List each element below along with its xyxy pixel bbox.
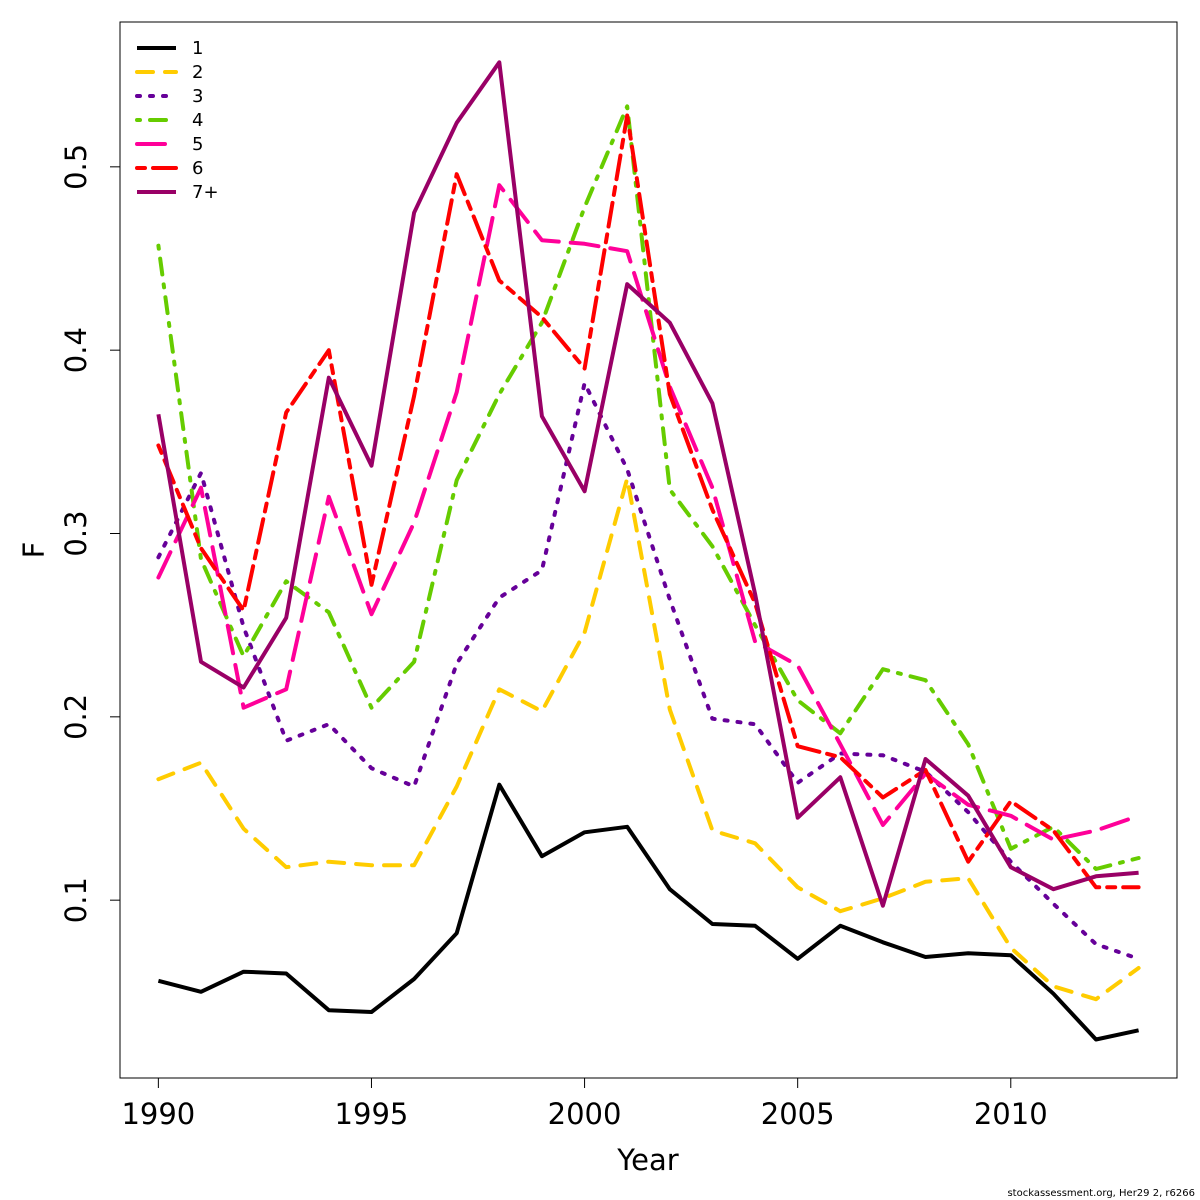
legend-label: 2	[192, 62, 203, 83]
series-line-6	[156, 113, 1141, 890]
y-axis: 0.1 0.2 0.3 0.4 0.5	[59, 144, 121, 923]
series-line-3	[156, 381, 1141, 961]
legend-label: 5	[192, 134, 203, 155]
legend-item-6: 6	[135, 158, 203, 179]
legend: 1 2 3 4 5 6 7+	[135, 38, 219, 203]
legend-label: 6	[192, 158, 203, 179]
series-line-4	[156, 104, 1141, 871]
y-tick-label: 0.5	[59, 144, 93, 190]
x-axis-title: Year	[616, 1143, 678, 1177]
credit-annotation: stockassessment.org, Her29 2, r6266	[1007, 1188, 1195, 1199]
series-line-7+	[156, 60, 1139, 908]
legend-label: 4	[192, 110, 203, 131]
legend-item-1: 1	[137, 38, 203, 59]
series-layer	[156, 60, 1141, 1042]
plot-frame	[119, 21, 1178, 1079]
x-axis: 1990 1995 2000 2005 2010	[121, 1077, 1048, 1131]
y-axis-title: F	[17, 542, 51, 559]
x-tick-label: 2010	[974, 1097, 1048, 1131]
series-line-2	[156, 476, 1141, 1002]
x-tick-label: 1995	[335, 1097, 409, 1131]
y-tick-label: 0.3	[59, 510, 93, 556]
legend-label: 7+	[192, 182, 219, 203]
x-tick-label: 1990	[121, 1097, 195, 1131]
y-tick-label: 0.1	[59, 877, 93, 923]
x-tick-label: 2000	[548, 1097, 622, 1131]
legend-label: 3	[192, 86, 203, 107]
legend-label: 1	[192, 38, 203, 59]
legend-item-2: 2	[135, 62, 203, 83]
legend-item-3: 3	[135, 86, 203, 107]
x-tick-label: 2005	[761, 1097, 835, 1131]
y-tick-label: 0.4	[59, 327, 93, 373]
legend-item-4: 4	[135, 110, 203, 131]
legend-item-7+: 7+	[137, 182, 219, 203]
y-tick-label: 0.2	[59, 694, 93, 740]
legend-item-5: 5	[135, 134, 203, 155]
series-line-1	[157, 782, 1140, 1042]
